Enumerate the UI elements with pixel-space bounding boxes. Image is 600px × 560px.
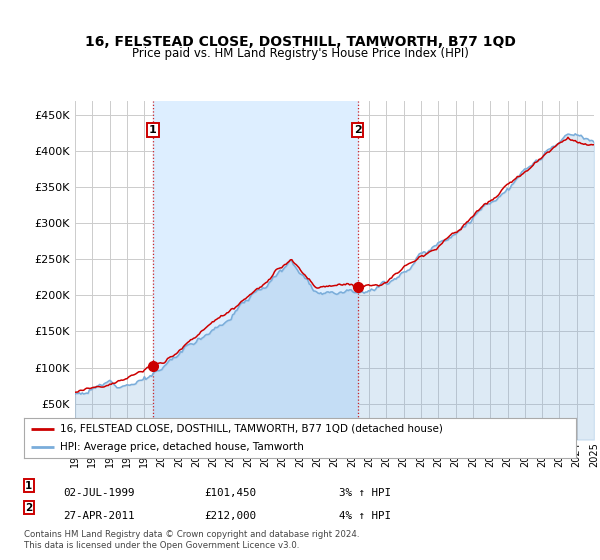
Text: 2: 2 [25, 503, 32, 513]
Text: £101,450: £101,450 [204, 488, 256, 498]
Text: 4% ↑ HPI: 4% ↑ HPI [339, 511, 391, 521]
Text: 02-JUL-1999: 02-JUL-1999 [63, 488, 134, 498]
Text: HPI: Average price, detached house, Tamworth: HPI: Average price, detached house, Tamw… [60, 442, 304, 452]
Text: 1: 1 [25, 480, 32, 491]
Text: 16, FELSTEAD CLOSE, DOSTHILL, TAMWORTH, B77 1QD: 16, FELSTEAD CLOSE, DOSTHILL, TAMWORTH, … [85, 35, 515, 49]
Text: Contains HM Land Registry data © Crown copyright and database right 2024.: Contains HM Land Registry data © Crown c… [24, 530, 359, 539]
Text: £212,000: £212,000 [204, 511, 256, 521]
Text: 27-APR-2011: 27-APR-2011 [63, 511, 134, 521]
Text: This data is licensed under the Open Government Licence v3.0.: This data is licensed under the Open Gov… [24, 541, 299, 550]
Bar [153, 101, 358, 440]
Text: Price paid vs. HM Land Registry's House Price Index (HPI): Price paid vs. HM Land Registry's House … [131, 47, 469, 60]
Text: 16, FELSTEAD CLOSE, DOSTHILL, TAMWORTH, B77 1QD (detached house): 16, FELSTEAD CLOSE, DOSTHILL, TAMWORTH, … [60, 424, 443, 433]
Text: 1: 1 [149, 125, 157, 134]
Text: 2: 2 [353, 125, 361, 134]
Text: 3% ↑ HPI: 3% ↑ HPI [339, 488, 391, 498]
